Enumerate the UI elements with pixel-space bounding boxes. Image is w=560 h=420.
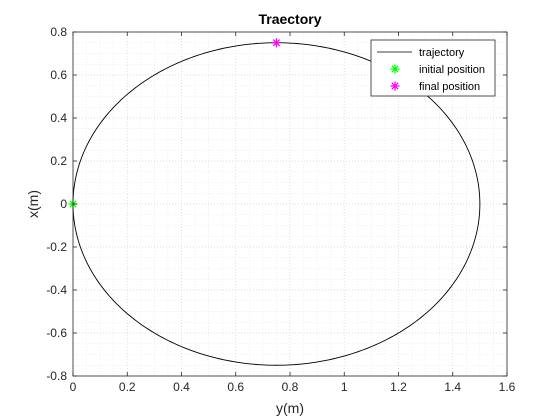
y-tick-label: -0.6 bbox=[46, 326, 67, 340]
y-tick-label: 0.2 bbox=[50, 154, 67, 168]
legend-initial-label: initial position bbox=[419, 64, 485, 76]
y-tick-label: -0.2 bbox=[46, 240, 67, 254]
final-position-marker bbox=[271, 38, 281, 48]
tick-labels: 0 0.2 0.4 0.6 0.8 1 1.2 1.4 1.6 -0.8 -0.6 -0.4 -0.2 0… bbox=[46, 25, 515, 394]
x-tick-label: 1 bbox=[341, 380, 348, 394]
chart-title: Traectory bbox=[258, 11, 321, 27]
x-tick-label: 0.4 bbox=[173, 380, 190, 394]
legend-box bbox=[370, 39, 496, 97]
tick-marks bbox=[72, 31, 508, 377]
legend-initial-marker bbox=[390, 64, 400, 74]
legend-final-asterisk bbox=[390, 81, 400, 91]
y-tick-label: -0.4 bbox=[46, 283, 67, 297]
trajectory-line bbox=[72, 42, 481, 366]
y-tick-label: -0.8 bbox=[46, 369, 67, 383]
legend-initial-asterisk bbox=[390, 64, 400, 74]
x-axis-label: y(m) bbox=[276, 400, 304, 416]
x-tick-label: 0.6 bbox=[227, 380, 244, 394]
legend-final-asterisk-stroke bbox=[391, 82, 399, 90]
legend-initial-asterisk-stroke bbox=[391, 65, 399, 73]
x-tick-label: 1.2 bbox=[390, 380, 407, 394]
x-tick-label: 0.2 bbox=[119, 380, 136, 394]
legend: trajectory initial position final positi… bbox=[370, 39, 496, 97]
x-tick-label: 0 bbox=[70, 380, 77, 394]
legend-trajectory-label: trajectory bbox=[419, 47, 465, 59]
y-tick-label: 0 bbox=[60, 197, 67, 211]
x-tick-label: 1.6 bbox=[499, 380, 516, 394]
y-tick-label: 0.4 bbox=[50, 111, 67, 125]
y-tick-label: 0.6 bbox=[50, 68, 67, 82]
legend-final-marker bbox=[390, 81, 400, 91]
x-tick-label: 0.8 bbox=[282, 380, 299, 394]
x-tick-label: 1.4 bbox=[444, 380, 461, 394]
y-tick-label: 0.8 bbox=[50, 25, 67, 39]
final-position-marker-stroke bbox=[272, 39, 281, 47]
y-axis-label: x(m) bbox=[25, 190, 41, 218]
legend-final-label: final position bbox=[419, 81, 480, 93]
